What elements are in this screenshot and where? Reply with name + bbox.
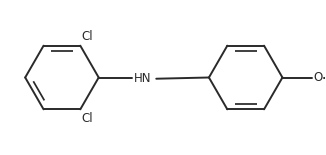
Text: HN: HN — [134, 72, 151, 85]
Text: Cl: Cl — [82, 112, 93, 125]
Text: O: O — [313, 71, 322, 84]
Text: Cl: Cl — [82, 30, 93, 43]
